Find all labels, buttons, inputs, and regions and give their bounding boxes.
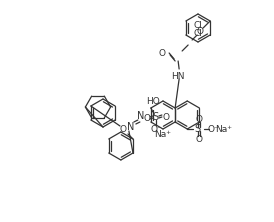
Text: HO: HO bbox=[146, 97, 160, 105]
Text: O: O bbox=[159, 48, 165, 57]
Text: O: O bbox=[196, 115, 203, 123]
Text: N: N bbox=[127, 122, 135, 132]
Text: O: O bbox=[196, 135, 203, 143]
Text: S: S bbox=[194, 124, 200, 134]
Text: N: N bbox=[137, 111, 145, 121]
Text: Na⁺: Na⁺ bbox=[215, 125, 232, 133]
Text: Cl: Cl bbox=[193, 28, 202, 38]
Text: HN: HN bbox=[171, 71, 185, 81]
Text: O: O bbox=[119, 125, 127, 133]
Text: O⁻: O⁻ bbox=[150, 125, 162, 133]
Text: O: O bbox=[162, 113, 169, 121]
Text: S: S bbox=[153, 112, 159, 122]
Text: Cl: Cl bbox=[193, 20, 202, 30]
Text: O: O bbox=[197, 28, 204, 36]
Text: O: O bbox=[143, 113, 150, 123]
Text: Na⁺: Na⁺ bbox=[154, 129, 171, 139]
Text: O⁻: O⁻ bbox=[207, 125, 219, 133]
